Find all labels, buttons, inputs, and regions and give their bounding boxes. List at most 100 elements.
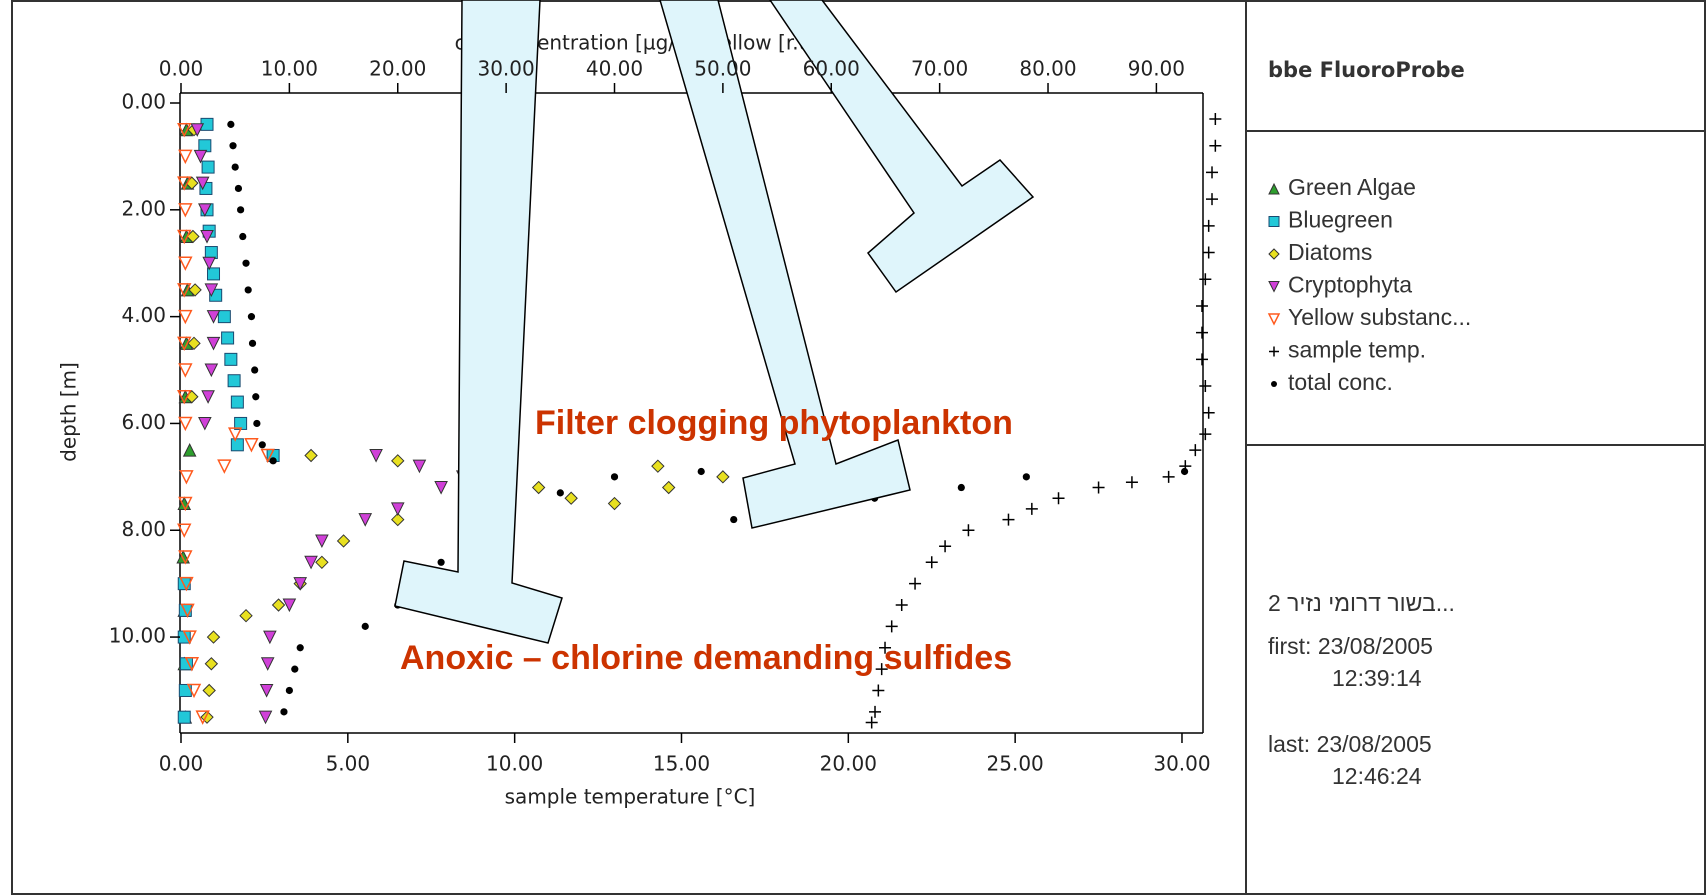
data-point [1206,193,1219,206]
legend-marker [1271,381,1277,387]
data-point [1199,380,1212,393]
data-point [925,556,938,569]
data-point [1196,353,1208,366]
frame [11,0,1706,895]
data-point [195,710,210,725]
x-tick-label: 40.00 [586,57,643,81]
data-point [188,283,202,297]
data-point [1022,473,1030,481]
data-point [263,630,277,645]
data-point [178,496,193,512]
data-point [231,163,239,171]
data-point [204,363,219,378]
data-point [293,577,308,591]
data-point [239,232,247,241]
data-point [1199,428,1212,441]
data-point [202,256,216,271]
data-point [179,576,194,592]
data-point [227,427,243,442]
data-point [177,283,192,298]
x2-tick-label: 10.00 [486,752,543,776]
x-tick-label: 90.00 [1128,57,1185,81]
data-point [269,457,277,465]
data-point [875,663,888,676]
data-point [1202,219,1215,232]
legend-label: Yellow substanc... [1288,304,1471,330]
data-point [434,481,448,495]
data-point [304,448,318,463]
x2-tick-label: 25.00 [987,752,1044,776]
data-point [258,441,266,449]
data-point [244,438,259,453]
instrument: bbe FluoroProbe [1268,58,1465,82]
data-point [564,491,578,505]
x2-tick-label: 30.00 [1153,752,1210,776]
last-time: 12:46:24 [1332,763,1422,789]
annotation: Anoxic – chlorine demanding sulfides [400,639,1012,677]
legend-label: Cryptophyta [1288,272,1412,298]
data-point [358,513,373,527]
data-point [182,630,197,645]
data-point [206,336,221,351]
data-point [177,176,192,191]
data-point [182,443,197,457]
data-point [271,598,286,612]
data-point [178,363,193,378]
data-point [412,459,427,474]
data-point [198,416,212,431]
data-point [957,483,965,492]
legend-marker [1269,346,1279,357]
legend-label: Bluegreen [1288,207,1393,233]
legend-marker [1268,248,1280,260]
data-point [390,502,405,517]
data-point [193,149,208,164]
data-point [247,313,256,321]
data-point [282,598,297,613]
data-point [230,438,244,452]
data-point [285,686,293,695]
data-point [391,512,405,527]
legend: Green Algae Bluegreen Diatoms Cryptophyta Ye… [1267,174,1471,395]
data-point [280,708,288,716]
data-point [177,229,192,245]
data-point [1202,246,1215,259]
data-point [1196,299,1208,312]
x2-tick-label: 5.00 [326,752,371,776]
x-tick-label: 60.00 [803,57,860,81]
data-point [730,515,738,524]
data-point [865,716,878,729]
data-point [252,393,260,401]
data-point [885,620,898,633]
data-point [178,203,193,218]
data-point [179,470,194,485]
data-point [1209,139,1222,152]
data-point [202,683,216,698]
x-tick-label: 50.00 [694,57,751,81]
y-tick-label: 6.00 [121,410,166,434]
data-point [184,657,200,672]
last-date: last: 23/08/2005 [1268,731,1432,757]
data-point [177,336,192,352]
data-point [315,534,329,549]
x2-axis-title: sample temperature [°C] [505,785,756,809]
data-point [198,203,212,217]
site: בשור דרומי נזיר 2... [1268,590,1455,616]
data-point [204,283,219,298]
data-point [178,309,193,325]
data-point [201,160,215,174]
data-point [217,310,231,324]
data-point [291,665,299,673]
data-point [221,331,235,345]
data-point [186,683,202,699]
data-point [556,489,564,497]
data-point [610,473,619,481]
legend-label: total conc. [1288,369,1393,395]
data-point [315,555,329,570]
legend-label: Green Algae [1288,174,1416,200]
x-tick-label: 80.00 [1019,57,1076,81]
data-point [661,480,676,495]
data-point [178,149,193,165]
data-point [178,416,193,432]
y-tick-label: 0.00 [121,90,166,114]
data-point [201,390,215,404]
